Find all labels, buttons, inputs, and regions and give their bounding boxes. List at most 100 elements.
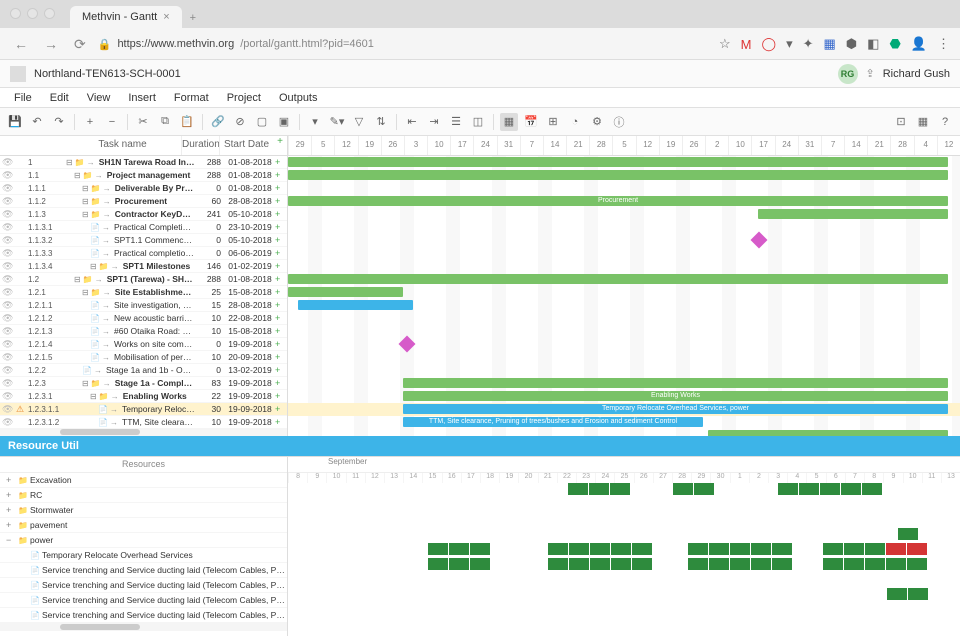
copy-icon[interactable]: ⧉ (156, 113, 174, 131)
remove-icon[interactable]: − (103, 113, 121, 131)
calendar-icon[interactable]: 📅 (522, 113, 540, 131)
expand-toggle[interactable]: ⊟ (90, 392, 97, 401)
close-window-btn[interactable] (10, 8, 21, 19)
tool-icon[interactable]: ▣ (275, 113, 293, 131)
share-icon[interactable]: ⇪ (866, 67, 875, 80)
gantt-bar[interactable] (298, 300, 413, 310)
filter-icon[interactable]: ▽ (350, 113, 368, 131)
user-avatar[interactable]: RG (838, 64, 858, 84)
profile-icon[interactable]: 👤 (911, 36, 927, 52)
menu-insert[interactable]: Insert (120, 90, 164, 106)
gantt-bar[interactable]: Temporary Relocate Overhead Services, po… (403, 404, 948, 414)
forward-button[interactable]: → (40, 34, 62, 54)
resource-row[interactable]: 📄Service trenching and Service ducting l… (0, 593, 287, 608)
gantt-bar[interactable]: TTM, Site clearance, Pruning of trees/bu… (403, 417, 703, 427)
task-row[interactable]: 👁1.2.3.1⊟📁→Enabling Works2219-09-2018+ (0, 390, 287, 403)
add-icon[interactable]: + (275, 365, 287, 375)
ext-icon[interactable]: ▾ (786, 36, 793, 52)
visibility-icon[interactable]: 👁 (2, 157, 16, 168)
expand-toggle[interactable]: ⊟ (90, 262, 97, 271)
add-icon[interactable]: + (275, 209, 287, 219)
list-icon[interactable]: ☰ (447, 113, 465, 131)
visibility-icon[interactable]: 👁 (2, 378, 16, 389)
grid-icon[interactable]: ▦ (914, 113, 932, 131)
ext-icon[interactable]: ◯ (762, 36, 777, 52)
add-icon[interactable]: + (275, 339, 287, 349)
add-icon[interactable]: + (275, 313, 287, 323)
visibility-icon[interactable]: 👁 (2, 391, 16, 402)
dropdown-icon[interactable]: ▾ (306, 113, 324, 131)
add-icon[interactable]: + (275, 326, 287, 336)
resource-grid[interactable]: September 891011121314151617181920212223… (288, 457, 960, 636)
back-button[interactable]: ← (10, 34, 32, 54)
info-icon[interactable]: ⓘ (610, 113, 628, 131)
add-icon[interactable]: + (275, 157, 287, 167)
col-name[interactable]: Task name (64, 136, 181, 155)
add-column-icon[interactable]: + (273, 136, 287, 155)
resource-row[interactable]: +📁Stormwater (0, 503, 287, 518)
add-icon[interactable]: + (275, 417, 287, 427)
sort-icon[interactable]: ⇅ (372, 113, 390, 131)
expand-toggle[interactable]: ⊟ (82, 197, 89, 206)
expand-toggle[interactable]: ⊟ (82, 184, 89, 193)
gantt-bar[interactable] (708, 430, 948, 436)
expand-toggle[interactable]: + (6, 520, 18, 530)
resource-row[interactable]: 📄Temporary Relocate Overhead Services (0, 548, 287, 563)
horizontal-scrollbar[interactable] (0, 428, 287, 436)
task-row[interactable]: 👁1.2.1.2📄→New acoustic barrier for #40 O… (0, 312, 287, 325)
resource-util-header[interactable]: Resource Util (0, 436, 960, 456)
ext-icon[interactable]: ◧ (867, 36, 879, 52)
menu-file[interactable]: File (6, 90, 40, 106)
paste-icon[interactable]: 📋 (178, 113, 196, 131)
visibility-icon[interactable]: 👁 (2, 365, 16, 376)
url-box[interactable]: 🔒 https://www.methvin.org/portal/gantt.h… (98, 38, 711, 51)
new-tab-button[interactable]: + (182, 8, 204, 28)
expand-toggle[interactable]: + (6, 505, 18, 515)
add-icon[interactable]: + (275, 287, 287, 297)
tool-icon[interactable]: ◫ (469, 113, 487, 131)
save-icon[interactable]: 💾 (6, 113, 24, 131)
add-icon[interactable]: + (275, 235, 287, 245)
minimize-window-btn[interactable] (27, 8, 38, 19)
expand-toggle[interactable]: + (6, 490, 18, 500)
add-icon[interactable]: + (275, 261, 287, 271)
resource-row[interactable]: 📄Service trenching and Service ducting l… (0, 578, 287, 593)
tool-icon[interactable]: ▢ (253, 113, 271, 131)
gantt-bar[interactable] (758, 209, 948, 219)
expand-toggle[interactable]: ⊟ (66, 158, 73, 167)
task-row[interactable]: 👁1.1.3.2📄→SPT1.1 Commencement005-10-2018… (0, 234, 287, 247)
resource-row[interactable]: +📁Excavation (0, 473, 287, 488)
task-row[interactable]: 👁⚠1.2.3.1.1📄→Temporary Relocate Overhead… (0, 403, 287, 416)
menu-outputs[interactable]: Outputs (271, 90, 326, 106)
visibility-icon[interactable]: 👁 (2, 352, 16, 363)
gantt-bar[interactable] (288, 157, 948, 167)
gantt-bar[interactable] (288, 274, 948, 284)
browser-tab[interactable]: Methvin - Gantt × (70, 6, 182, 28)
add-icon[interactable]: + (275, 352, 287, 362)
visibility-icon[interactable]: 👁 (2, 235, 16, 246)
expand-toggle[interactable]: ⊟ (82, 288, 89, 297)
help-icon[interactable]: ? (936, 113, 954, 131)
task-row[interactable]: 👁1.2.1.1📄→Site investigation, survey and… (0, 299, 287, 312)
tab-close-icon[interactable]: × (163, 11, 169, 23)
resource-row[interactable]: +📁RC (0, 488, 287, 503)
task-row[interactable]: 👁1.2.1.5📄→Mobilisation of personnel, pla… (0, 351, 287, 364)
visibility-icon[interactable]: 👁 (2, 196, 16, 207)
tool-icon[interactable]: ◔ (566, 113, 584, 131)
resource-row[interactable]: 📄Service trenching and Service ducting l… (0, 563, 287, 578)
task-row[interactable]: 👁1.2.3⊟📁→Stage 1a - Completion Of Wester… (0, 377, 287, 390)
expand-toggle[interactable]: ⊟ (74, 171, 81, 180)
expand-toggle[interactable]: ⊟ (74, 275, 81, 284)
task-row[interactable]: 👁1.2.1.4📄→Works on site commence019-09-2… (0, 338, 287, 351)
gantt-bar[interactable] (288, 170, 948, 180)
add-icon[interactable]: + (275, 404, 287, 414)
col-start[interactable]: Start Date (219, 136, 273, 155)
task-row[interactable]: 👁1⊟📁→SH1N Tarewa Road Intersection Impro… (0, 156, 287, 169)
add-icon[interactable]: + (275, 183, 287, 193)
unlink-icon[interactable]: ⊘ (231, 113, 249, 131)
visibility-icon[interactable]: 👁 (2, 209, 16, 220)
add-icon[interactable]: + (81, 113, 99, 131)
visibility-icon[interactable]: 👁 (2, 248, 16, 259)
ext-icon[interactable]: ⬢ (846, 36, 857, 52)
gantt-bar[interactable]: Procurement (288, 196, 948, 206)
